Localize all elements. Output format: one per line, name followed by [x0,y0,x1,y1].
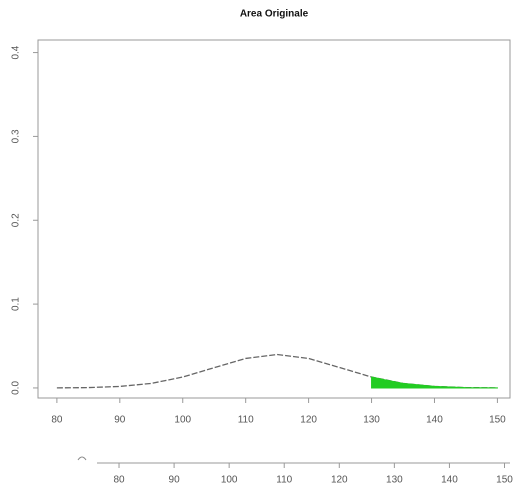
y-tick-label: 0.1 [11,297,22,311]
x-tick-label: 150 [489,415,506,426]
decoration [77,456,87,461]
x2-tick-label: 140 [441,475,458,486]
x-tick-label: 80 [51,415,63,426]
y-tick-label: 0.0 [11,381,22,395]
y-tick-label: 0.2 [11,213,22,227]
plot-box [37,39,511,399]
x2-tick-label: 130 [386,475,403,486]
x2-tick-label: 80 [113,475,125,486]
x-tick-label: 90 [114,415,126,426]
y-tick-label: 0.4 [11,45,22,59]
x-tick-label: 130 [363,415,380,426]
x-tick-label: 120 [300,415,317,426]
x-tick-label: 110 [238,415,254,426]
x2-tick-label: 100 [221,475,238,486]
x2-tick-label: 90 [169,475,181,486]
x2-tick-label: 150 [496,475,513,486]
x2-tick-label: 120 [331,475,348,486]
x2-tick-label: 110 [276,475,292,486]
curve [56,353,498,389]
chart-title: Area Originale [240,9,309,20]
y-tick-label: 0.3 [11,129,22,143]
area [371,376,498,389]
x-tick-label: 140 [426,415,443,426]
x-tick-label: 100 [174,415,191,426]
